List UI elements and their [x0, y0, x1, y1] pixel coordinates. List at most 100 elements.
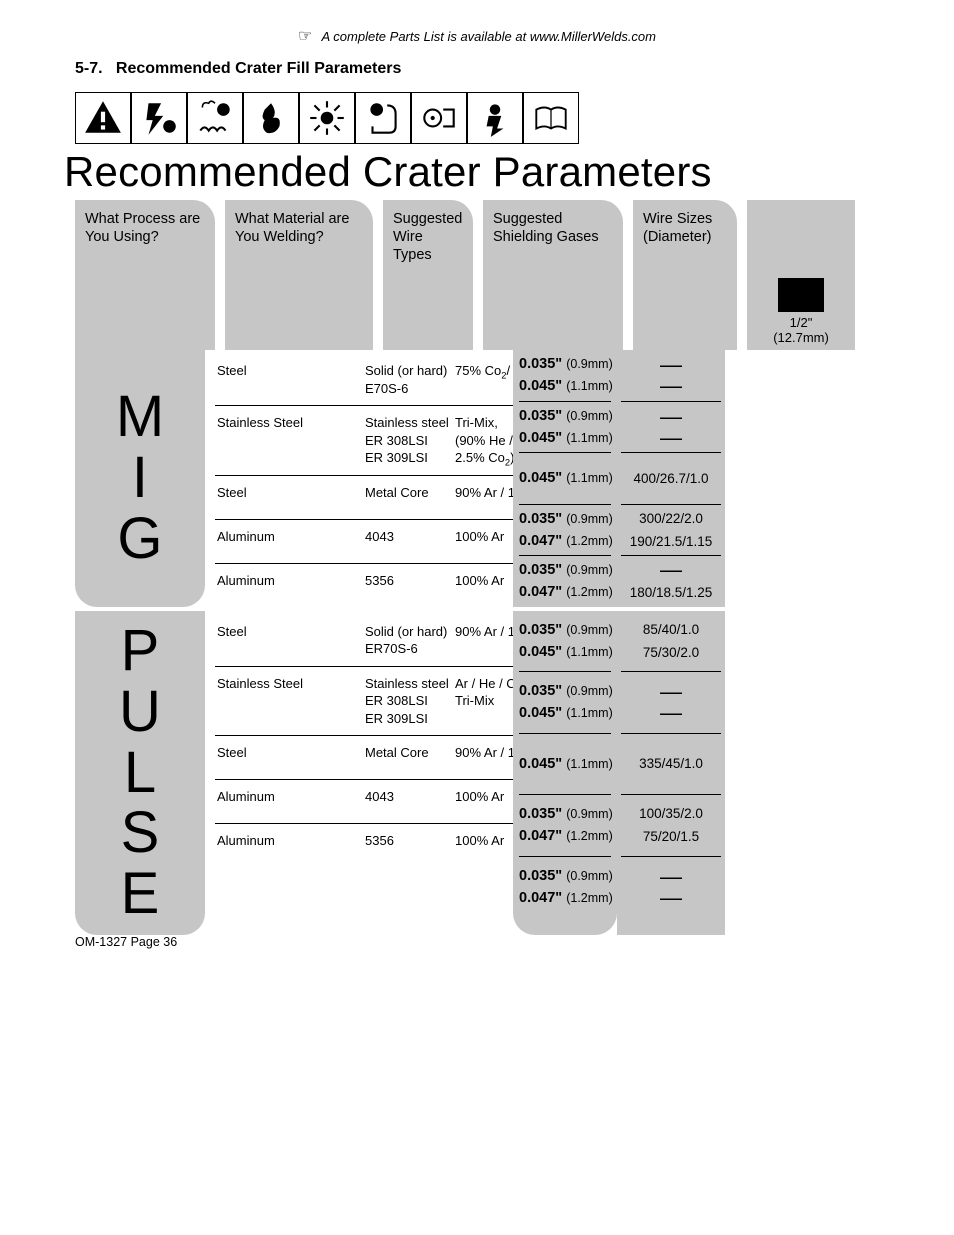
thickness-value: 75/30/2.0 — [643, 645, 699, 660]
table-row: SteelMetal Core90% Ar / 10% Co2 — [215, 735, 513, 779]
thickness-row: —— — [621, 856, 721, 917]
thickness-value: — — [660, 410, 682, 423]
thickness-label: 1/2" (12.7mm) — [747, 316, 855, 346]
wire-size-value: 0.035" (0.9mm) — [519, 511, 611, 527]
wire-size-value: 0.035" (0.9mm) — [519, 868, 611, 884]
material-cell: Aluminum — [215, 788, 363, 815]
header-shielding-gas: Suggested Shielding Gases — [483, 200, 623, 350]
material-cell: Steel — [215, 362, 363, 397]
wire-size-row: 0.035" (0.9mm) 0.045" (1.1mm) — [519, 671, 611, 732]
table-row: Aluminum5356100% Ar — [215, 563, 513, 607]
wire-type-cell: Stainless steel ER 308LSI ER 309LSI — [363, 414, 453, 467]
thickness-value: — — [660, 358, 682, 371]
table-row: Aluminum4043100% Ar — [215, 519, 513, 563]
uv-radiation-icon — [299, 92, 355, 144]
wire-size-value: 0.035" (0.9mm) — [519, 622, 611, 638]
detail-column: SteelSolid (or hard) E70S-675% Co2/ 25% … — [215, 350, 513, 607]
thickness-row: —— — [621, 401, 721, 453]
table-row: SteelMetal Core90% Ar / 10% Co2 — [215, 475, 513, 519]
header-material: What Material are You Welding? — [225, 200, 373, 350]
top-note-text: A complete Parts List is available at ww… — [321, 29, 656, 44]
wire-size-row: 0.035" (0.9mm)0.047" (1.2mm) — [519, 555, 611, 607]
wire-size-value: 0.035" (0.9mm) — [519, 356, 611, 372]
wire-size-value: 0.035" (0.9mm) — [519, 408, 611, 424]
material-cell: Aluminum — [215, 528, 363, 555]
thickness-value: — — [660, 563, 682, 576]
wire-size-row: 0.035" (0.9mm) 0.047" (1.2mm) — [519, 856, 611, 917]
page-footer: OM-1327 Page 36 — [75, 935, 177, 949]
process-section: PULSESteelSolid (or hard) ER70S-690% Ar … — [75, 611, 833, 935]
thickness-row: —— — [621, 671, 721, 732]
hot-parts-icon — [355, 92, 411, 144]
material-cell: Aluminum — [215, 832, 363, 859]
pointing-hand-icon: ☞ — [298, 26, 312, 46]
warning-icons-strip — [75, 92, 954, 144]
read-manual-icon — [523, 92, 579, 144]
wire-size-value: 0.045" (1.1mm) — [519, 705, 611, 721]
wire-type-cell: 5356 — [363, 832, 453, 859]
parameters-table: What Process are You Using? What Materia… — [75, 200, 833, 935]
wire-type-cell: Metal Core — [363, 744, 453, 771]
thickness-row: 300/22/2.0190/21.5/1.15 — [621, 504, 721, 556]
wire-size-column: 0.035" (0.9mm)0.045" (1.1mm)0.035" (0.9m… — [513, 611, 617, 935]
wire-size-row: 0.045" (1.1mm) — [519, 452, 611, 504]
thickness-row: — 180/18.5/1.25 — [621, 555, 721, 607]
material-cell: Steel — [215, 623, 363, 658]
fire-hazard-icon — [243, 92, 299, 144]
thickness-row: —— — [621, 350, 721, 401]
wire-size-value: 0.047" (1.2mm) — [519, 533, 611, 549]
thickness-value: 75/20/1.5 — [643, 829, 699, 844]
thickness-row: 335/45/1.0 — [621, 733, 721, 794]
section-title-text: Recommended Crater Fill Parameters — [116, 60, 401, 77]
table-row: Stainless SteelStainless steel ER 308LSI… — [215, 666, 513, 736]
wire-size-value: 0.035" (0.9mm) — [519, 806, 611, 822]
thickness-value: — — [660, 870, 682, 883]
material-cell: Steel — [215, 484, 363, 511]
top-note: ☞ A complete Parts List is available at … — [0, 26, 954, 46]
material-cell: Stainless Steel — [215, 414, 363, 467]
thickness-row: 400/26.7/1.0 — [621, 452, 721, 504]
wire-type-cell: 4043 — [363, 788, 453, 815]
thickness-row: 85/40/1.075/30/2.0 — [621, 611, 721, 671]
table-row: Stainless SteelStainless steel ER 308LSI… — [215, 405, 513, 475]
header-process: What Process are You Using? — [75, 200, 215, 350]
wire-size-row: 0.045" (1.1mm) — [519, 733, 611, 794]
table-row: Aluminum4043100% Ar — [215, 779, 513, 823]
wire-size-value: 0.045" (1.1mm) — [519, 430, 611, 446]
wire-type-cell: 5356 — [363, 572, 453, 599]
header-thickness: 1/2" (12.7mm) — [747, 200, 855, 350]
fumes-hazard-icon — [187, 92, 243, 144]
thickness-swatch-icon — [778, 278, 824, 312]
wire-size-value: 0.035" (0.9mm) — [519, 683, 611, 699]
thickness-row: 100/35/2.0 75/20/1.5 — [621, 794, 721, 855]
moving-parts-icon — [411, 92, 467, 144]
thickness-value: 100/35/2.0 — [639, 806, 703, 821]
wire-type-cell: Metal Core — [363, 484, 453, 511]
wire-size-value: 0.047" (1.2mm) — [519, 890, 611, 906]
wire-size-value: 0.045" (1.1mm) — [519, 378, 611, 394]
thickness-column: ————400/26.7/1.0300/22/2.0190/21.5/1.15—… — [617, 350, 725, 607]
thickness-value: — — [660, 891, 682, 904]
section-number: 5-7. — [75, 60, 103, 77]
thickness-value: 180/18.5/1.25 — [630, 585, 713, 600]
wire-size-row: 0.035" (0.9mm) 0.047" (1.2mm) — [519, 794, 611, 855]
section-title: 5-7. Recommended Crater Fill Parameters — [75, 60, 954, 78]
thickness-value: 400/26.7/1.0 — [633, 471, 708, 486]
table-row: SteelSolid (or hard) E70S-675% Co2/ 25% … — [215, 350, 513, 405]
thickness-value: — — [660, 431, 682, 444]
wire-type-cell: Solid (or hard) E70S-6 — [363, 362, 453, 397]
thickness-value: — — [660, 706, 682, 719]
process-label: MIG — [75, 350, 205, 607]
table-header-row: What Process are You Using? What Materia… — [75, 200, 833, 350]
material-cell: Stainless Steel — [215, 675, 363, 728]
process-section: MIGSteelSolid (or hard) E70S-675% Co2/ 2… — [75, 350, 833, 607]
wire-size-row: 0.035" (0.9mm) 0.045" (1.1mm) — [519, 401, 611, 453]
thickness-value: 335/45/1.0 — [639, 756, 703, 771]
wire-size-value: 0.035" (0.9mm) — [519, 562, 611, 578]
header-wire-types: Suggested Wire Types — [383, 200, 473, 350]
wire-size-row: 0.035" (0.9mm) 0.047" (1.2mm) — [519, 504, 611, 556]
wire-size-value: 0.047" (1.2mm) — [519, 828, 611, 844]
process-label: PULSE — [75, 611, 205, 935]
header-wire-sizes: Wire Sizes (Diameter) — [633, 200, 737, 350]
material-cell: Steel — [215, 744, 363, 771]
